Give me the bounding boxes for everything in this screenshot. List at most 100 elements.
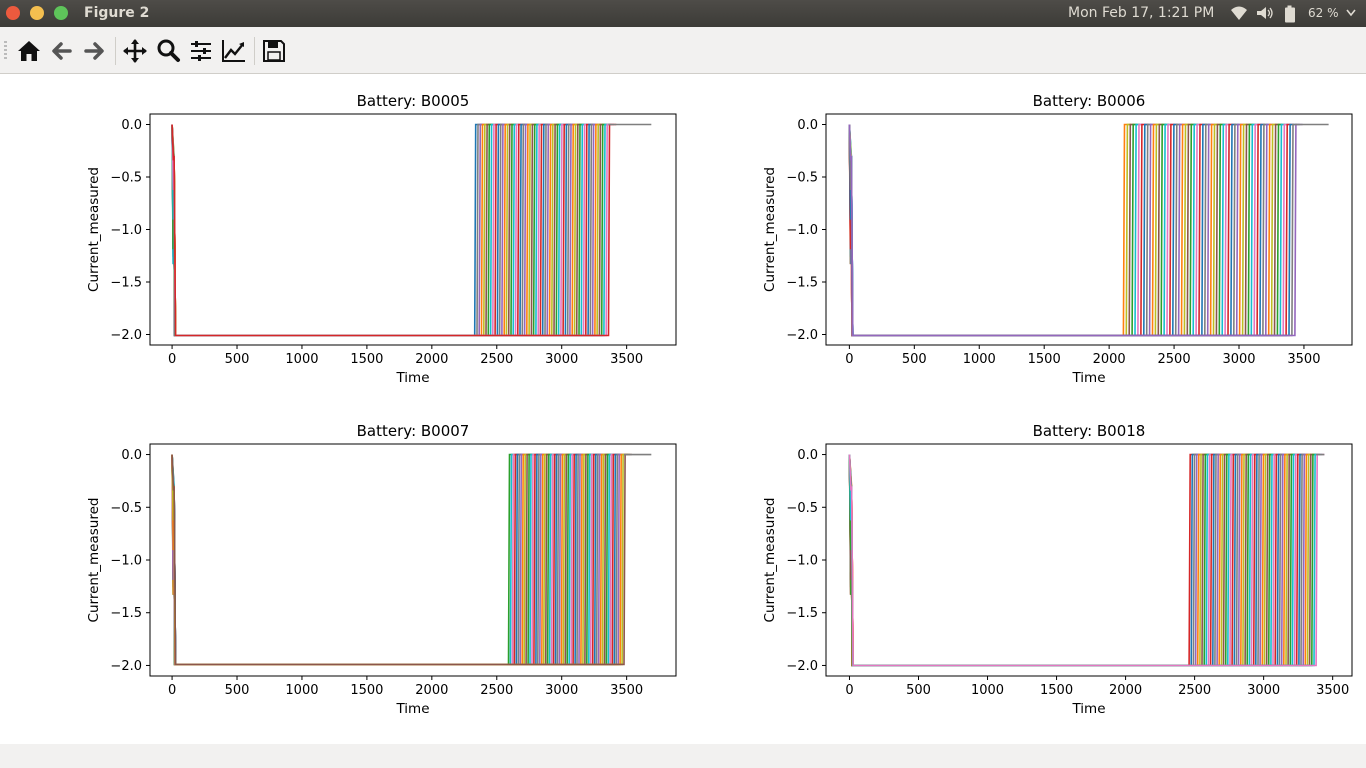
y-tick-label: −2.0 (786, 659, 818, 674)
x-tick-label: 0 (845, 352, 853, 367)
x-tick-label: 500 (902, 352, 927, 367)
y-tick-label: −1.5 (786, 276, 818, 291)
series-line (848, 453, 1243, 667)
battery-icon[interactable] (1284, 5, 1296, 23)
subplot-4: 0 500 1000 1500 2000 2500 3000 3500 0.0 −0.5 −1.0 −… (762, 422, 1353, 717)
series-line (848, 453, 1234, 667)
series-line (848, 453, 1230, 667)
subplots-figure: 0 500 1000 1500 2000 2500 3000 3500 0.0 −0.5 −1.0 −… (86, 92, 1353, 717)
series-line (171, 123, 490, 337)
x-tick-label: 1500 (350, 683, 383, 698)
subplot-2: 0 500 1000 1500 2000 2500 3000 3500 0.0 −0.5 −1.0 −… (762, 92, 1353, 386)
series-line (171, 453, 534, 666)
series-line (171, 453, 548, 666)
y-tick-label: −0.5 (786, 171, 818, 186)
series-line (848, 453, 1213, 667)
series-line (171, 453, 526, 666)
system-menu-chevron-icon[interactable] (1346, 9, 1356, 17)
series-line (848, 453, 1219, 667)
y-tick-label: −1.0 (786, 223, 818, 238)
series-line (848, 123, 1155, 337)
x-tick-label: 0 (845, 683, 853, 698)
chart-title: Battery: B0007 (357, 422, 470, 440)
forward-arrow-icon[interactable] (80, 37, 108, 65)
x-tick-label: 3500 (610, 352, 643, 367)
x-tick-label: 2000 (415, 683, 448, 698)
x-tick-label: 3500 (1287, 352, 1320, 367)
series-line (848, 453, 1228, 667)
series-lines (848, 123, 1329, 337)
configure-subplots-icon[interactable] (187, 37, 215, 65)
zoom-magnifier-icon[interactable] (154, 37, 182, 65)
back-arrow-icon[interactable] (48, 37, 76, 65)
battery-percentage: 62 % (1308, 6, 1339, 20)
toolbar-grip[interactable] (4, 41, 7, 61)
window-title: Figure 2 (84, 5, 150, 21)
y-tick-label: −1.0 (110, 223, 142, 238)
series-line (171, 453, 530, 666)
series-line (171, 453, 532, 666)
y-tick-label: −1.5 (110, 276, 142, 291)
x-tick-label: 1000 (963, 352, 996, 367)
series-line (171, 453, 554, 666)
x-tick-label: 2000 (415, 352, 448, 367)
x-tick-label: 1000 (285, 683, 318, 698)
series-line (848, 123, 1152, 337)
series-line (848, 123, 1277, 337)
series-line (171, 453, 542, 666)
pan-move-icon[interactable] (121, 37, 149, 65)
series-line (848, 123, 1135, 337)
x-tick-label: 1000 (971, 683, 1004, 698)
figure-canvas[interactable]: 0 500 1000 1500 2000 2500 3000 3500 0.0 −0.5 −1.0 −… (0, 74, 1366, 744)
x-tick-label: 500 (906, 683, 931, 698)
toolbar-separator (115, 37, 116, 65)
series-line (171, 453, 564, 666)
series-line (848, 123, 1146, 337)
series-line (171, 453, 556, 666)
series-line (848, 123, 1143, 337)
minimize-window-button[interactable] (30, 6, 44, 20)
subplot-1: 0 500 1000 1500 2000 2500 3000 3500 0.0 −0.5 −1.0 −… (86, 92, 677, 386)
series-line (848, 123, 1169, 337)
series-line (848, 453, 1217, 667)
series-line (171, 453, 552, 666)
x-axis-label: Time (1071, 370, 1105, 386)
y-tick-label: −2.0 (110, 328, 142, 343)
series-line (171, 123, 515, 337)
series-line (848, 123, 1257, 337)
series-line (848, 453, 1222, 667)
series-line (171, 123, 512, 337)
volume-icon[interactable] (1256, 5, 1274, 21)
y-tick-label: 0.0 (121, 118, 142, 133)
edit-axes-icon[interactable] (220, 37, 248, 65)
save-floppy-icon[interactable] (260, 37, 288, 65)
series-line (171, 453, 566, 666)
series-lines (171, 123, 652, 337)
home-icon[interactable] (15, 37, 43, 65)
series-line (171, 453, 538, 666)
x-tick-label: 2500 (1158, 352, 1191, 367)
series-line (848, 453, 1198, 667)
chart-title: Battery: B0006 (1033, 92, 1146, 110)
series-line (848, 123, 1219, 337)
close-window-button[interactable] (6, 6, 20, 20)
series-line (848, 123, 1178, 337)
wifi-icon[interactable] (1230, 5, 1248, 21)
series-line (848, 123, 1164, 337)
series-line (848, 123, 1294, 337)
series-line (848, 123, 1236, 337)
maximize-window-button[interactable] (54, 6, 68, 20)
series-line (171, 123, 508, 337)
window-titlebar: Figure 2 Mon Feb 17, 1:21 PM 62 % (0, 0, 1366, 27)
series-line (171, 123, 510, 337)
x-tick-label: 500 (225, 683, 250, 698)
series-line (171, 123, 506, 337)
x-axis-label: Time (395, 701, 429, 717)
x-tick-label: 0 (168, 683, 176, 698)
system-clock[interactable]: Mon Feb 17, 1:21 PM (1068, 5, 1215, 21)
series-line (171, 453, 521, 666)
series-line (171, 123, 492, 337)
x-tick-label: 1000 (285, 352, 318, 367)
series-line (171, 453, 560, 666)
y-tick-label: −1.0 (786, 554, 818, 569)
